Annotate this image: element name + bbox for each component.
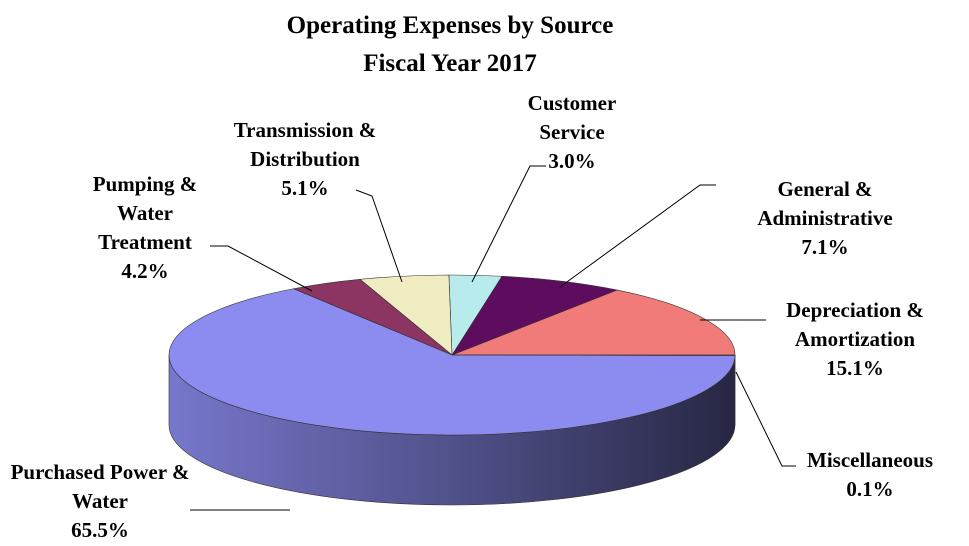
slice: [451, 275, 619, 356]
value-label: 3.0%: [548, 149, 596, 173]
category-label: Pumping & Water Treatment: [92, 172, 198, 254]
category-label: Purchased Power & Water: [10, 460, 190, 513]
slice: [451, 354, 736, 356]
slice-label: Miscellaneous 0.1%: [790, 446, 950, 504]
value-label: 0.1%: [846, 477, 894, 501]
category-label: Depreciation & Amortization: [786, 298, 924, 351]
value-label: 65.5%: [71, 518, 129, 542]
slice: [451, 289, 736, 356]
slice-label: Transmission & Distribution 5.1%: [210, 116, 400, 203]
leader-line: [559, 184, 716, 288]
category-label: General & Administrative: [757, 177, 893, 230]
slice-label: Depreciation & Amortization 15.1%: [760, 296, 950, 383]
slice: [168, 288, 736, 436]
leader-line: [210, 245, 313, 292]
category-label: Transmission & Distribution: [233, 118, 377, 171]
leader-line: [471, 165, 546, 283]
chart-subtitle: Fiscal Year 2017: [363, 50, 537, 77]
slice-label: Customer Service 3.0%: [517, 89, 627, 176]
leader-line: [735, 371, 796, 467]
value-label: 15.1%: [826, 356, 884, 380]
slice-label: General & Administrative 7.1%: [740, 175, 910, 262]
slice-label: Pumping & Water Treatment 4.2%: [80, 170, 210, 286]
chart-title: Operating Expenses by Source: [286, 12, 614, 39]
category-label: Customer Service: [527, 91, 617, 144]
value-label: 5.1%: [281, 176, 329, 200]
slice-label: Purchased Power & Water 65.5%: [8, 458, 193, 545]
value-label: 7.1%: [801, 235, 849, 259]
leader-line: [355, 189, 403, 283]
value-label: 4.2%: [121, 259, 169, 283]
category-label: Miscellaneous: [807, 448, 933, 472]
